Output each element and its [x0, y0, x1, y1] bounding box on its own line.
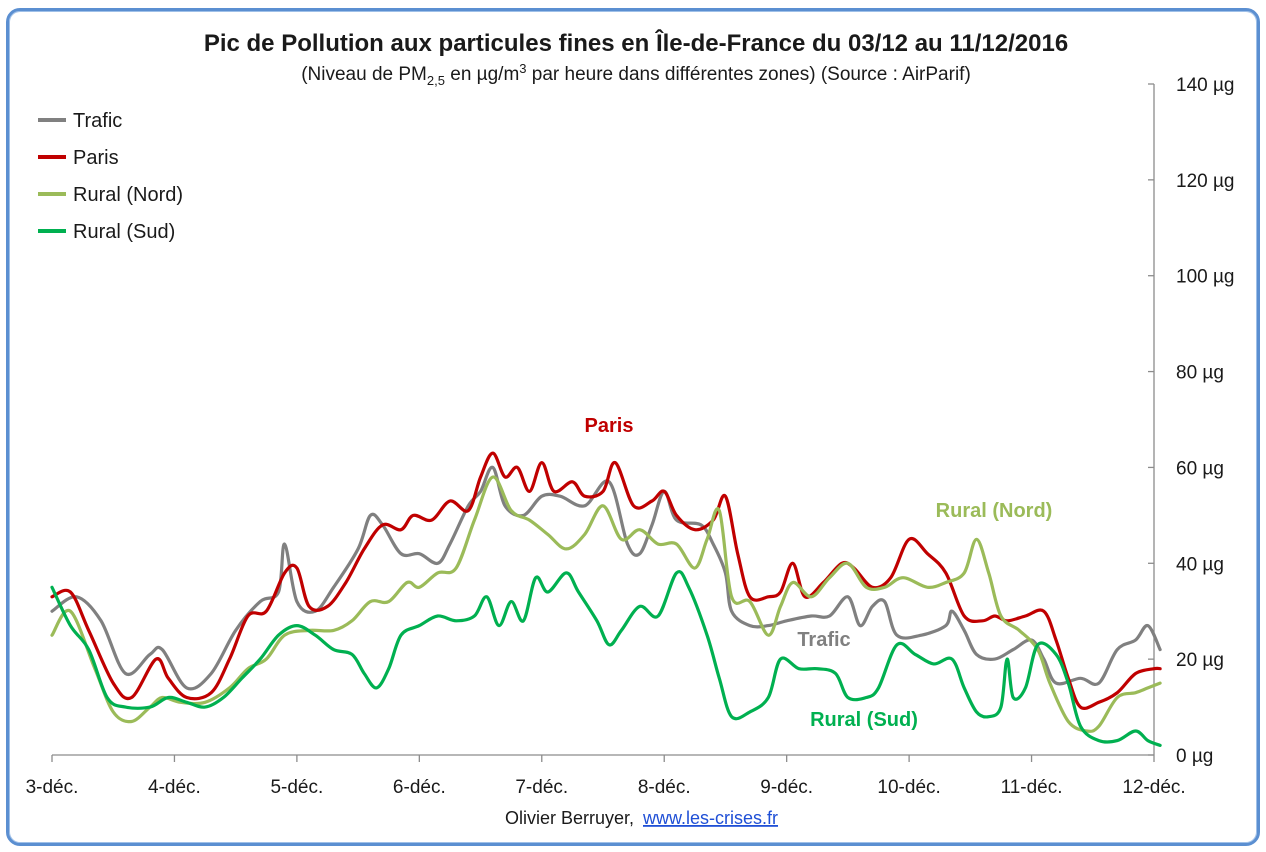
- credit-link[interactable]: www.les-crises.fr: [642, 808, 778, 828]
- annotation-rural-nord: Rural (Nord): [936, 500, 1053, 522]
- x-tick-label: 3-déc.: [26, 777, 79, 798]
- x-tick-label: 8-déc.: [638, 777, 691, 798]
- subtitle-subscript: 2,5: [427, 73, 445, 88]
- legend-label-rural-sud: Rural (Sud): [73, 221, 175, 243]
- legend: Trafic Paris Rural (Nord) Rural (Sud): [38, 110, 183, 243]
- y-tick-label: 140 µg: [1176, 75, 1235, 96]
- legend-label-trafic: Trafic: [73, 110, 122, 132]
- annotation-paris: Paris: [585, 415, 634, 437]
- subtitle-part-2: en µg/m: [445, 64, 519, 85]
- subtitle-part-3: par heure dans différentes zones) (Sourc…: [527, 64, 971, 85]
- annotations: Paris Rural (Nord) Trafic Rural (Sud): [585, 415, 1053, 731]
- x-tick-label: 4-déc.: [148, 777, 201, 798]
- annotation-rural-sud: Rural (Sud): [810, 709, 918, 731]
- series-lines: [50, 451, 1162, 747]
- annotation-trafic: Trafic: [797, 629, 850, 651]
- x-tick-label: 12-déc.: [1122, 777, 1185, 798]
- y-tick-label: 60 µg: [1176, 458, 1224, 479]
- legend-label-rural-nord: Rural (Nord): [73, 184, 183, 206]
- chart-subtitle: (Niveau de PM2,5 en µg/m3 par heure dans…: [301, 61, 971, 88]
- axes: 3-déc. 4-déc. 5-déc. 6-déc. 7-déc. 8-déc. 9-dé…: [26, 75, 1235, 798]
- y-tick-label: 40 µg: [1176, 554, 1224, 575]
- chart-frame: [6, 8, 1260, 846]
- y-tick-label: 20 µg: [1176, 650, 1224, 671]
- y-tick-label: 0 µg: [1176, 746, 1213, 767]
- x-tick-label: 6-déc.: [393, 777, 446, 798]
- series-line-rural-sud: [50, 570, 1162, 747]
- x-tick-label: 5-déc.: [270, 777, 323, 798]
- chart-title: Pic de Pollution aux particules fines en…: [204, 29, 1068, 57]
- subtitle-part-1: (Niveau de PM: [301, 64, 427, 85]
- y-tick-label: 120 µg: [1176, 171, 1235, 192]
- legend-label-paris: Paris: [73, 147, 119, 169]
- x-tick-label: 7-déc.: [515, 777, 568, 798]
- subtitle-superscript: 3: [519, 61, 526, 76]
- x-tick-label: 11-déc.: [1001, 777, 1063, 798]
- x-tick-label: 10-déc.: [877, 777, 940, 798]
- series-line-trafic: [50, 465, 1162, 691]
- credit-author: Olivier Berruyer,: [505, 808, 634, 828]
- x-tick-label: 9-déc.: [760, 777, 813, 798]
- y-tick-label: 80 µg: [1176, 363, 1224, 384]
- series-line-paris: [50, 451, 1162, 710]
- y-tick-label: 100 µg: [1176, 267, 1235, 288]
